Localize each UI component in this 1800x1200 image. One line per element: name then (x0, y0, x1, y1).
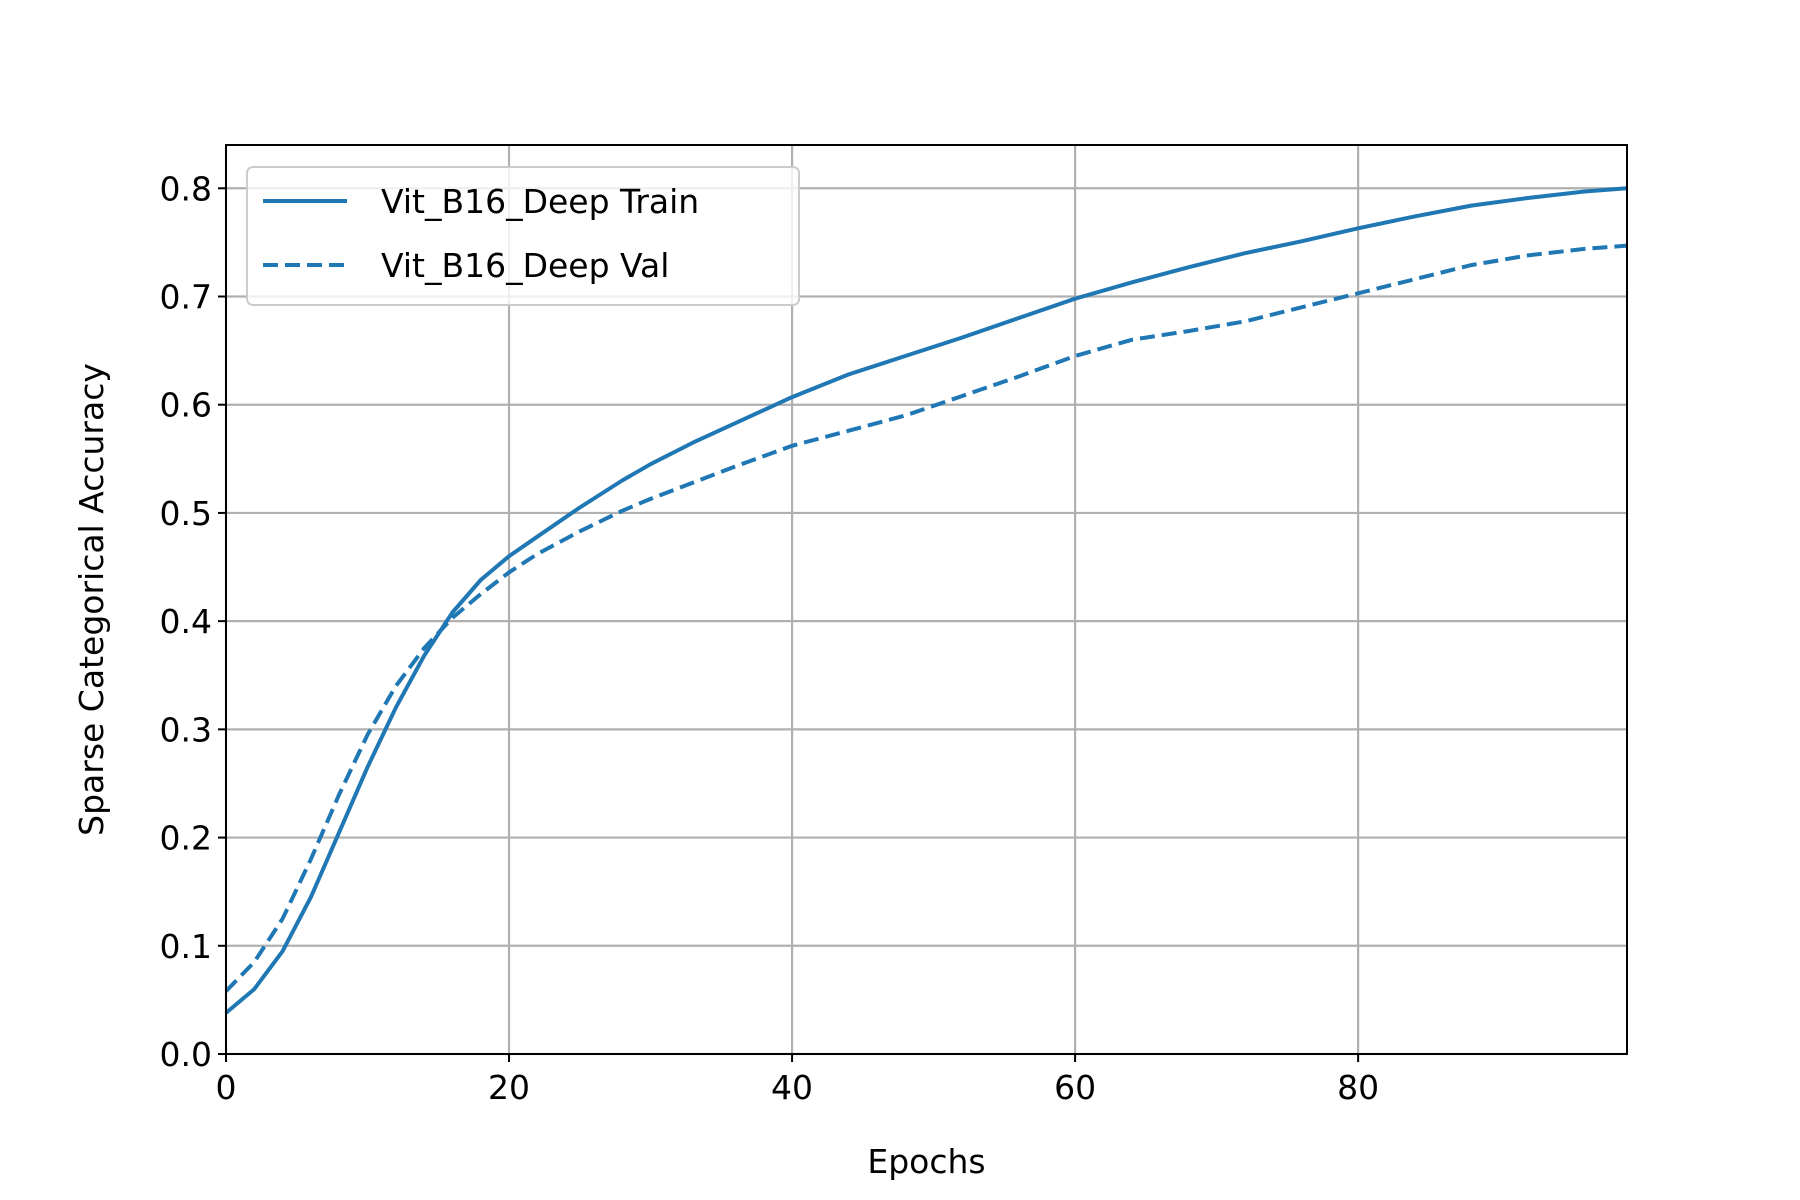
y-tick-label: 0.6 (160, 386, 212, 425)
plot-area-frame (225, 144, 1628, 1055)
y-tick-label: 0.5 (160, 494, 212, 533)
x-tick-label: 0 (216, 1068, 237, 1107)
legend-entry-label: Vit_B16_Deep Val (381, 246, 669, 285)
y-tick-label: 0.3 (160, 710, 212, 749)
x-tick-label: 80 (1337, 1068, 1379, 1107)
x-tick-label: 20 (488, 1068, 530, 1107)
y-axis-label: Sparse Categorical Accuracy (72, 363, 111, 836)
y-tick-label: 0.7 (160, 278, 212, 317)
val-series-line (224, 243, 1628, 993)
y-tick-label: 0.1 (160, 927, 212, 966)
series-lines (224, 186, 1628, 1015)
legend-entry-label: Vit_B16_Deep Train (381, 182, 699, 221)
legend-box (246, 166, 800, 306)
y-tick-label: 0.4 (160, 602, 212, 641)
y-tick-label: 0.2 (160, 819, 212, 858)
y-tick-label: 0.8 (160, 169, 212, 208)
x-axis-label: Epochs (867, 1142, 985, 1181)
legend: Vit_B16_Deep Train Vit_B16_Deep Val (246, 166, 800, 306)
x-tick-label: 40 (771, 1068, 813, 1107)
x-tick-label: 60 (1054, 1068, 1096, 1107)
axis-ticks: 0 20 40 60 80 0.0 0.1 0.2 0.3 0.4 0.5 0.6 0.7 0.8 (160, 169, 1380, 1107)
y-tick-label: 0.0 (160, 1035, 212, 1074)
train-series-line (224, 186, 1628, 1015)
